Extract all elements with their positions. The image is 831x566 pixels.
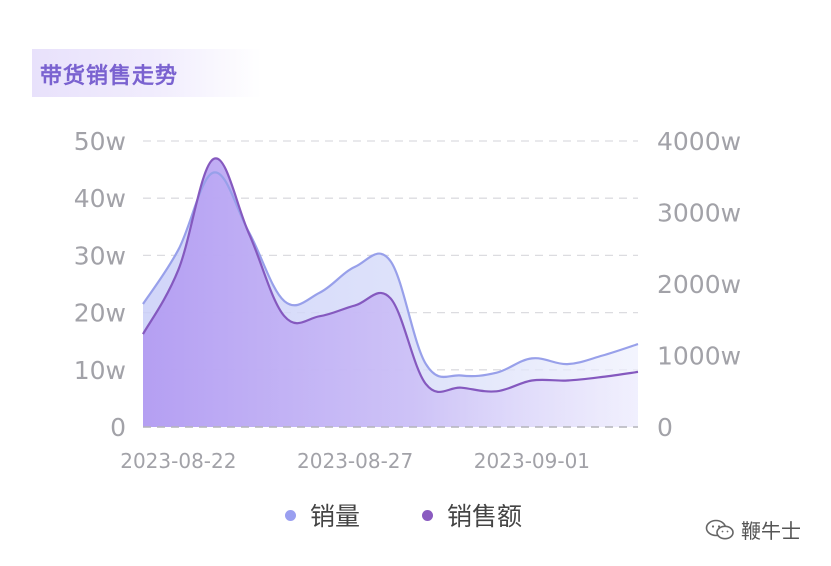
legend-dot-amount (422, 509, 434, 521)
line-amount (142, 157, 639, 394)
tick-labels: 0 10w 20w 30w 40w 50w 0 1000w 2000w 3000w 4000w 202… (74, 127, 741, 473)
legend-item-volume[interactable]: 销量 (285, 497, 360, 533)
area-amount (143, 158, 638, 427)
x-tick-label: 2023-08-22 (120, 449, 236, 473)
title-banner: 带货销售走势 (32, 49, 262, 97)
y-right-tick-label: 1000w (657, 342, 741, 371)
line-volume (142, 171, 639, 379)
y-left-tick-label: 50w (74, 127, 126, 156)
y-right-tick-label: 4000w (657, 127, 741, 156)
x-tick-label: 2023-09-01 (474, 449, 590, 473)
watermark-text: 鞭牛士 (741, 519, 801, 543)
legend-label-amount: 销售额 (447, 502, 523, 531)
legend-label-volume: 销量 (310, 502, 361, 531)
y-left-tick-label: 0 (110, 413, 126, 442)
y-left-tick-label: 20w (74, 299, 126, 328)
x-tick-label: 2023-08-27 (297, 449, 413, 473)
y-left-tick-label: 30w (74, 241, 126, 270)
series-lines (142, 157, 639, 394)
y-right-tick-label: 3000w (657, 199, 741, 228)
y-left-tick-label: 10w (74, 356, 126, 385)
y-right-tick-label: 0 (657, 413, 673, 442)
wechat-icon (705, 519, 734, 539)
y-right-tick-label: 2000w (657, 270, 741, 299)
watermark: 鞭牛士 (705, 515, 801, 544)
chart-legend: 销量 销售额 (285, 495, 584, 535)
legend-item-amount[interactable]: 销售额 (422, 497, 522, 533)
chart-title: 带货销售走势 (40, 64, 179, 89)
legend-dot-volume (285, 509, 296, 521)
y-left-tick-label: 40w (74, 184, 126, 213)
